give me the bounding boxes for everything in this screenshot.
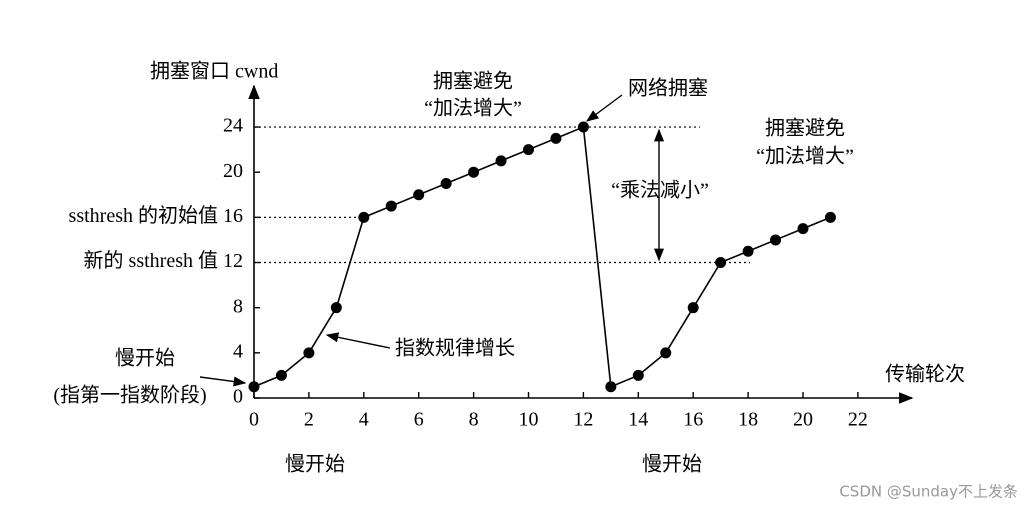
x-tick-label: 6 xyxy=(414,409,424,431)
y-tick-label: 8 xyxy=(233,295,243,317)
point xyxy=(275,369,287,381)
x-tick-label: 18 xyxy=(738,409,758,431)
x-tick-label: 0 xyxy=(249,409,259,431)
annotation: 拥塞避免 xyxy=(765,117,845,140)
annotation: “加法增大” xyxy=(756,145,854,168)
point xyxy=(632,369,644,381)
y-tick-label: 0 xyxy=(233,386,243,408)
y-tick-label: 4 xyxy=(233,340,243,362)
point xyxy=(385,200,397,212)
y-tick-label: 新的 ssthresh 值 12 xyxy=(84,249,243,272)
point xyxy=(303,347,315,359)
point xyxy=(495,155,507,167)
point xyxy=(440,177,452,189)
x-tick-label: 22 xyxy=(848,409,868,431)
x-tick-label: 12 xyxy=(573,409,593,431)
line xyxy=(253,125,831,388)
x-tick-label: 20 xyxy=(793,409,813,431)
annotation: 慢开始 xyxy=(285,453,345,476)
x-tick-label: 10 xyxy=(519,409,539,431)
point xyxy=(413,189,425,201)
annotation: 慢开始 xyxy=(115,347,175,370)
annotation: 网络拥塞 xyxy=(628,77,708,100)
point xyxy=(358,211,370,223)
x-axis-label: 传输轮次 xyxy=(885,363,965,386)
annotation: 慢开始 xyxy=(642,453,702,476)
arrow xyxy=(585,94,623,122)
point xyxy=(550,132,562,144)
point xyxy=(330,302,342,314)
arrow xyxy=(199,376,247,387)
point xyxy=(605,381,617,393)
point xyxy=(248,381,260,393)
y-axis-label: 拥塞窗口 cwnd xyxy=(150,60,278,83)
point xyxy=(715,257,727,269)
point xyxy=(577,121,589,133)
x-tick-label: 8 xyxy=(469,409,479,431)
arrow xyxy=(325,332,391,349)
annotation: 拥塞避免 xyxy=(433,70,513,93)
x-tick-label: 2 xyxy=(304,409,314,431)
annotation: “乘法减小” xyxy=(611,179,709,202)
watermark: CSDN @Sunday不上发条 xyxy=(839,483,1018,501)
point xyxy=(687,302,699,314)
point xyxy=(742,245,754,257)
y-tick-label: 20 xyxy=(223,160,243,182)
point xyxy=(468,166,480,178)
x-tick-label: 4 xyxy=(359,409,369,431)
x-tick-label: 16 xyxy=(683,409,703,431)
point xyxy=(770,234,782,246)
point xyxy=(523,144,534,156)
annotation: (指第一指数阶段) xyxy=(53,384,206,407)
y-tick-label: 24 xyxy=(223,115,243,137)
point xyxy=(824,211,836,223)
annotation: “加法增大” xyxy=(424,97,522,120)
point xyxy=(660,347,672,359)
annotation: 指数规律增长 xyxy=(395,337,515,360)
y-tick-label: ssthresh 的初始值 16 xyxy=(69,204,243,227)
x-tick-label: 14 xyxy=(628,409,648,431)
point xyxy=(797,223,809,235)
